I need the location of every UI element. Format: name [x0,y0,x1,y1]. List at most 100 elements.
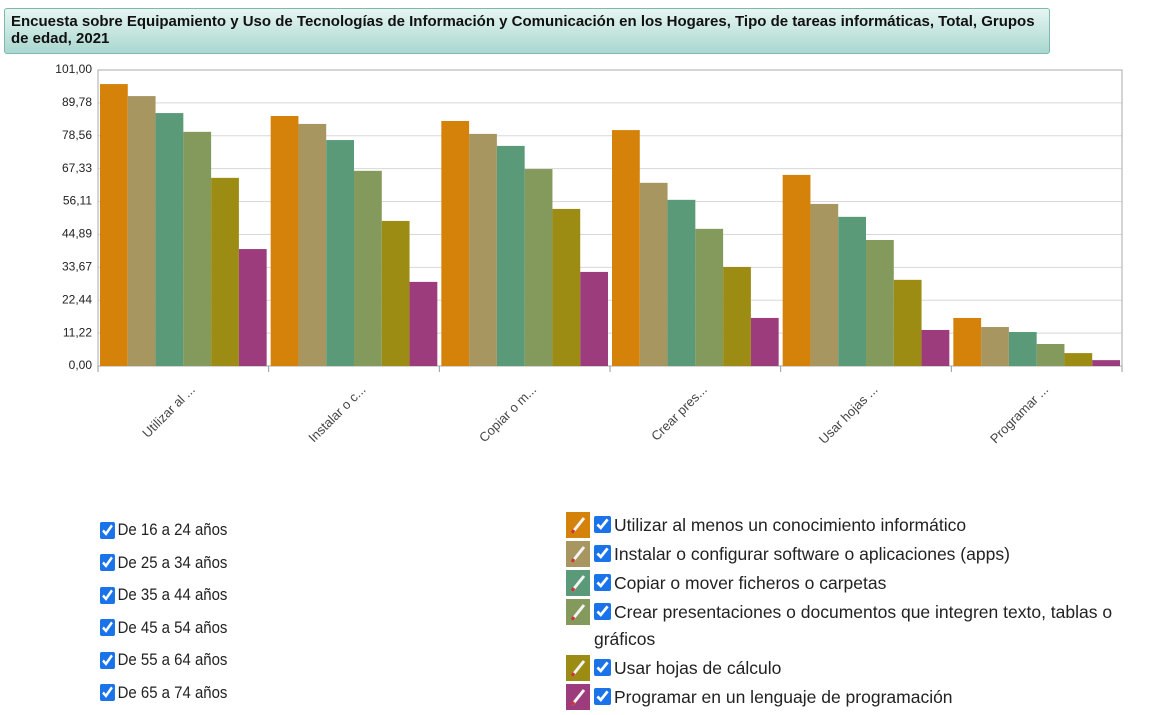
bar [893,279,922,366]
legend-item: De 16 a 24 años [100,514,227,547]
series-legend: De 16 a 24 años De 25 a 34 años De 35 a 44… [100,514,245,709]
category-legend: Utilizar al menos un conocimiento inform… [566,512,1126,713]
legend-item: De 65 a 74 años [100,677,227,710]
legend-label: Copiar o mover ficheros o carpetas [614,573,887,593]
bar [183,131,212,366]
x-tick-label: Crear pres... [648,382,710,444]
bar [524,169,553,366]
bar [496,145,525,366]
legend-label: De 16 a 24 años [117,520,228,540]
bar [981,327,1009,366]
legend-item: De 55 a 64 años [100,644,227,677]
bar [354,170,382,366]
y-tick-label: 11,22 [63,325,92,339]
x-tick-label: Utilizar al ... [139,382,198,441]
legend-checkbox[interactable] [594,603,611,620]
bar [270,116,299,367]
bar [469,133,497,366]
bar [750,317,779,366]
legend-item: De 25 a 34 años [100,547,227,580]
pencil [570,689,586,706]
legend-label: De 35 a 44 años [117,585,228,605]
legend-checkbox[interactable] [100,554,115,572]
legend-text: Instalar o configurar software o aplicac… [594,541,1010,568]
bar [155,113,184,367]
legend-checkbox[interactable] [100,619,115,637]
legend-checkbox[interactable] [594,545,611,562]
color-icon[interactable] [566,512,590,538]
bar [1064,353,1093,366]
pencil [570,575,586,592]
bar [1008,332,1037,366]
bar [100,84,128,367]
bar [782,174,811,366]
bar [1036,344,1065,366]
legend-text: Usar hojas de cálculo [594,655,781,682]
legend-checkbox[interactable] [594,574,611,591]
y-tick-label: 44,89 [62,227,92,241]
legend-text: Utilizar al menos un conocimiento inform… [594,512,966,539]
legend-item: De 45 a 54 años [100,612,227,645]
color-icon[interactable] [566,541,590,567]
legend-checkbox[interactable] [100,586,115,604]
legend-checkbox[interactable] [100,684,115,702]
bar [667,199,696,366]
color-icon[interactable] [566,655,590,681]
legend-label: De 45 a 54 años [117,617,228,637]
y-tick-label: 101,00 [55,62,92,76]
bar [326,140,354,366]
bar [639,182,668,366]
x-tick-label: Programar ... [987,382,1051,446]
pencil [570,517,586,534]
bar [441,120,470,367]
bar [866,239,894,366]
color-icon[interactable] [566,599,590,625]
legend-label: Crear presentaciones o documentos que in… [594,602,1113,649]
legend-label: De 25 a 34 años [117,552,228,572]
legend-label: De 55 a 64 años [117,650,228,670]
bar [238,249,267,366]
color-icon[interactable] [566,570,590,596]
bar [409,281,438,366]
legend-item: Crear presentaciones o documentos que in… [566,599,1126,653]
bar [580,271,608,366]
pencil [570,604,586,621]
bar [838,216,866,366]
bar [612,130,640,366]
y-tick-label: 22,44 [62,292,92,306]
chart-title: Encuesta sobre Equipamiento y Uso de Tec… [4,8,1050,54]
color-icon[interactable] [566,684,590,710]
bar [127,96,156,367]
x-tick-label: Usar hojas ... [816,382,881,447]
y-tick-label: 33,67 [62,259,92,273]
pencil [570,546,586,563]
legend-label: De 65 a 74 años [117,682,228,702]
legend-item: Utilizar al menos un conocimiento inform… [566,512,1126,539]
legend-label: Instalar o configurar software o aplicac… [614,544,1010,564]
legend-checkbox[interactable] [100,651,115,669]
x-tick-label: Instalar o c... [305,382,368,445]
y-tick-label: 78,56 [62,128,92,142]
bar [921,329,950,366]
legend-checkbox[interactable] [594,688,611,705]
legend-checkbox[interactable] [594,659,611,676]
bar [211,177,239,366]
y-tick-label: 67,33 [62,161,92,175]
bar [552,208,581,366]
bar [723,266,751,366]
bar [810,203,839,366]
legend-checkbox[interactable] [100,521,115,539]
legend-checkbox[interactable] [594,516,611,533]
y-tick-label: 89,78 [62,95,92,109]
legend-label: Programar en un lenguaje de programación [614,687,953,707]
legend-text: Copiar o mover ficheros o carpetas [594,570,886,597]
legend-label: Utilizar al menos un conocimiento inform… [614,515,967,535]
legend-item: Usar hojas de cálculo [566,655,1126,682]
legend-item: De 35 a 44 años [100,579,227,612]
y-tick-label: 0,00 [69,358,93,372]
bar [298,123,327,367]
legend-item: Instalar o configurar software o aplicac… [566,541,1126,568]
legend-item: Programar en un lenguaje de programación [566,684,1126,711]
legend-item: Copiar o mover ficheros o carpetas [566,570,1126,597]
